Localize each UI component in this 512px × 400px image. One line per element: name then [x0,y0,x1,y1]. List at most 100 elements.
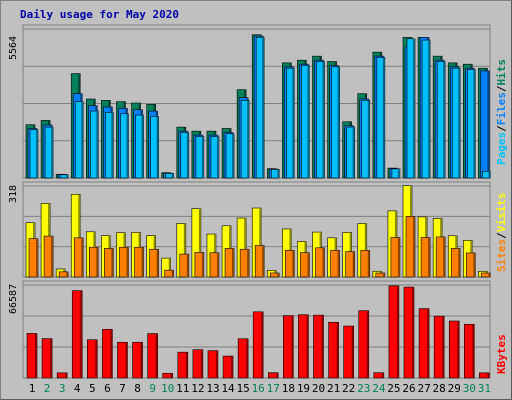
day-label-8: 8 [134,382,141,395]
bar-pages-day-3 [59,174,69,179]
bar-pages-day-4 [74,101,84,179]
panel-pages-files-hits [22,24,491,179]
bar-shade [186,254,189,277]
bar-shade [141,247,144,277]
bar-pages-day-21 [331,66,340,179]
bar-shade [247,100,250,178]
bar-shade [198,208,201,277]
bar-sites-day-18 [285,250,295,278]
bar-pages-day-7 [120,113,129,179]
bar-shade [81,101,84,178]
bar-shade [246,338,249,378]
bar-shade [487,372,490,378]
bar-shade [428,40,431,179]
bar-sites-day-30 [466,252,476,278]
day-label-21: 21 [327,382,340,395]
bar-shade [337,66,340,178]
bar-pages-day-10 [165,173,175,179]
bar-shade [277,169,280,178]
bar-sites-day-28 [435,236,446,278]
bar-pages-day-12 [195,136,205,179]
day-labels: 1 2 3 4 5 6 7 8 9 10 11 12 13 14 15 16 17 18 19 20 21 22 23 24 2… [29,382,491,395]
bar-shade [457,321,460,378]
bar-shade [443,236,446,277]
bar-pages-day-5 [90,110,99,179]
legend-visits: Visits [495,193,508,233]
bar-kbytes-day-18 [283,315,294,379]
bar-shade [413,216,415,277]
bar-shade [35,333,37,378]
bar-shade [66,174,69,178]
day-label-14: 14 [221,382,235,395]
bar-shade [244,218,247,277]
bar-sites-day-14 [224,248,235,278]
bar-shade [472,324,475,378]
bar-kbytes-day-25 [388,285,400,379]
bar-files-day-31 [480,70,490,179]
legend-text-panel3: KBytes [495,334,508,374]
day-label-11: 11 [176,382,189,395]
bar-sites-day-27 [420,237,431,278]
bar-shade [186,132,189,178]
day-label-1: 1 [29,382,36,395]
day-label-12: 12 [191,382,204,395]
bar-shade [487,70,490,178]
bar-shade [412,287,414,378]
bar-kbytes-day-27 [418,308,430,379]
day-label-30: 30 [463,382,476,395]
bar-pages-day-18 [286,67,295,179]
bar-pages-day-20 [316,61,325,179]
bar-shade [397,168,400,178]
bar-shade [155,333,158,378]
bar-sites-day-29 [450,248,461,278]
bar-shade [488,171,491,178]
bar-pages-day-19 [301,65,310,179]
bar-shade [427,308,430,378]
bar-shade [80,290,83,378]
bar-shade [216,252,219,277]
bar-shade [66,271,69,277]
bar-shade [247,249,250,277]
bar-pages-day-27 [421,39,431,179]
bar-shade [413,38,415,178]
bar-shade [36,129,38,178]
day-label-17: 17 [267,382,280,395]
day-label-22: 22 [342,382,355,395]
bar-shade [262,245,265,277]
bar-pages-day-2 [44,126,54,179]
bar-shade [291,315,294,378]
bar-shade [262,37,265,179]
panel-sites-visits [22,181,491,278]
legend-files: Files [495,92,508,125]
chart-title: Daily usage for May 2020 [20,8,179,21]
day-label-25: 25 [387,382,400,395]
bar-shade [292,68,295,178]
day-label-27: 27 [417,382,430,395]
day-label-28: 28 [433,382,446,395]
bar-shade [51,236,54,277]
bar-shade [171,270,174,277]
bar-kbytes-day-12 [192,349,204,379]
legend-kbytes: KBytes [495,334,508,374]
bar-sites-day-23 [360,250,371,278]
bar-sites-day-5 [89,246,99,278]
bar-shade [306,314,309,378]
day-label-16: 16 [252,382,265,395]
day-label-26: 26 [402,382,415,395]
bar-shade [36,238,38,277]
bar-shade [336,322,339,378]
bar-pages-day-6 [105,112,114,179]
bar-kbytes-day-29 [448,320,460,379]
bar-shade [185,352,188,378]
legend-sites: Sites [495,239,508,272]
bar-sites-day-16 [254,245,265,278]
day-label-2: 2 [44,382,51,395]
bar-sites-day-25 [390,237,401,278]
bar-shade [352,251,355,277]
bar-sites-day-19 [300,252,310,278]
bar-shade [140,342,143,378]
bar-shade [96,247,99,277]
legend-hits: Hits [495,59,508,86]
bar-kbytes-day-26 [403,286,415,379]
bar-pages-day-25 [391,168,401,179]
